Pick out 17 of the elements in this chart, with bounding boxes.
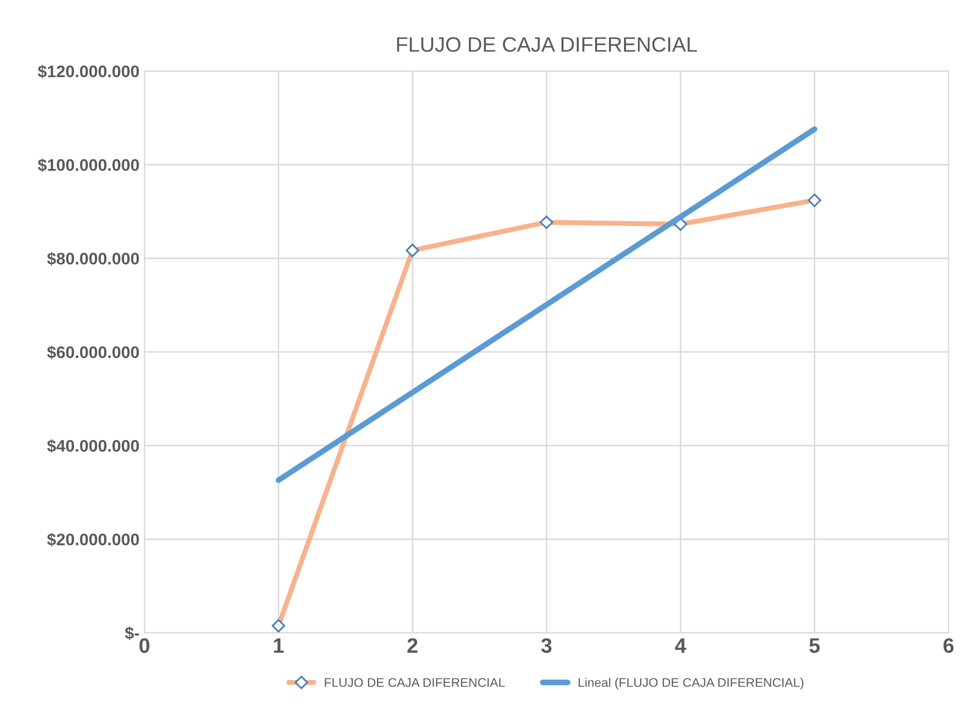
y-tick-label: $60.000.000 bbox=[47, 346, 139, 360]
y-tick-label: $40.000.000 bbox=[47, 439, 139, 453]
y-tick-label: $80.000.000 bbox=[47, 252, 139, 266]
x-tick-label: 0 bbox=[139, 638, 150, 653]
legend-label: FLUJO DE CAJA DIFERENCIAL bbox=[324, 678, 505, 687]
y-tick-label: $- bbox=[124, 626, 139, 640]
chart-title: FLUJO DE CAJA DIFERENCIAL bbox=[397, 37, 697, 52]
x-tick-label: 6 bbox=[944, 638, 954, 653]
y-tick-label: $20.000.000 bbox=[47, 532, 139, 546]
x-tick-label: 2 bbox=[407, 638, 418, 653]
x-tick-label: 3 bbox=[541, 638, 552, 653]
y-tick-label: $100.000.000 bbox=[38, 158, 139, 172]
x-tick-label: 1 bbox=[274, 638, 284, 653]
x-tick-label: 4 bbox=[675, 638, 686, 653]
x-tick-label: 5 bbox=[809, 638, 820, 653]
legend-label: Lineal (FLUJO DE CAJA DIFERENCIAL) bbox=[578, 678, 804, 690]
y-tick-label: $120.000.000 bbox=[38, 64, 139, 78]
